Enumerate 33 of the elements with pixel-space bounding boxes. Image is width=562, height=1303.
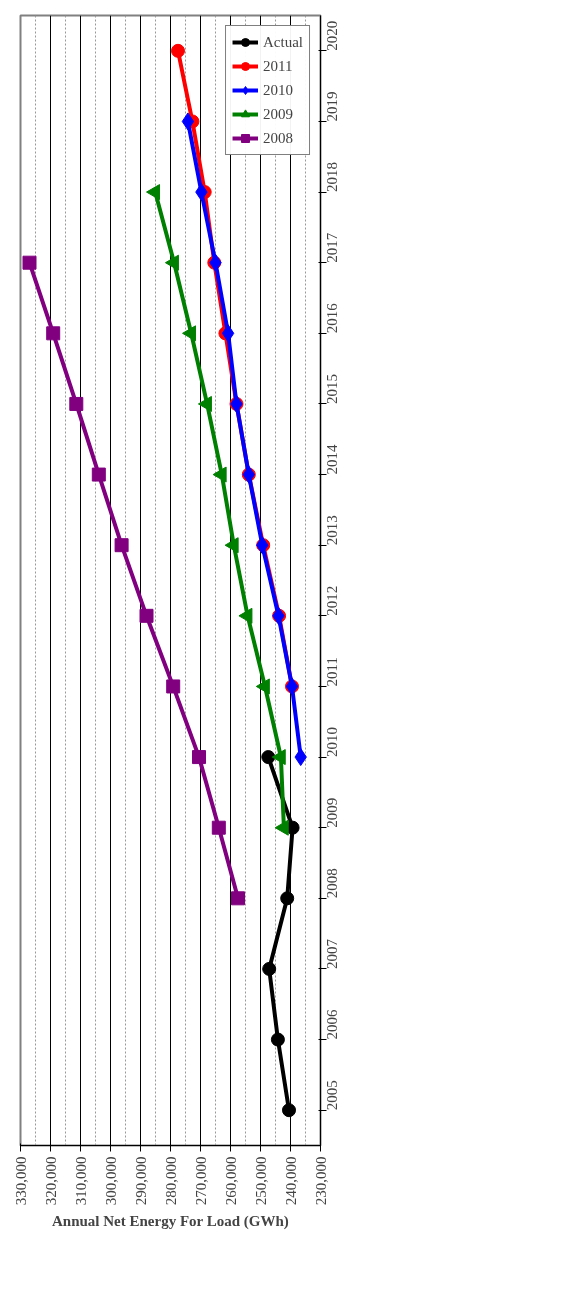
y-tick-label: 2008 bbox=[323, 868, 340, 899]
x-axis-title: Annual Net Energy For Load (GWh) bbox=[51, 1213, 289, 1231]
legend-label: 2009 bbox=[263, 105, 294, 123]
y-tick-label: 2012 bbox=[323, 585, 340, 616]
x-tick-label: 290,000 bbox=[132, 1156, 149, 1206]
y-tick-label: 2007 bbox=[323, 938, 340, 969]
x-tick-label: 270,000 bbox=[192, 1156, 209, 1206]
x-tick-label: 250,000 bbox=[252, 1156, 269, 1206]
x-tick-label: 330,000 bbox=[12, 1156, 29, 1206]
x-tick-label: 230,000 bbox=[312, 1156, 329, 1206]
y-tick-label: 2011 bbox=[323, 656, 340, 687]
y-tick-label: 2018 bbox=[323, 162, 340, 193]
y-tick-label: 2009 bbox=[323, 797, 340, 828]
y-tick-label: 2013 bbox=[323, 515, 340, 546]
x-tick-label: 320,000 bbox=[42, 1156, 59, 1206]
legend-label: 2011 bbox=[263, 57, 293, 75]
x-tick-label: 260,000 bbox=[222, 1156, 239, 1206]
y-tick-label: 2017 bbox=[323, 232, 340, 263]
y-tick-label: 2006 bbox=[323, 1009, 340, 1040]
legend-label: 2008 bbox=[263, 129, 294, 147]
x-tick-label: 280,000 bbox=[162, 1156, 179, 1206]
y-tick-label: 2010 bbox=[323, 727, 340, 758]
y-tick-label: 2019 bbox=[323, 91, 340, 122]
legend-label: 2010 bbox=[263, 81, 294, 99]
y-tick-label: 2005 bbox=[323, 1080, 340, 1111]
x-tick-label: 310,000 bbox=[72, 1156, 89, 1206]
legend-label: Actual bbox=[263, 33, 303, 51]
y-tick-label: 2016 bbox=[323, 302, 340, 334]
y-tick-label: 2014 bbox=[323, 444, 340, 475]
y-tick-label: 2015 bbox=[323, 373, 340, 404]
x-tick-label: 240,000 bbox=[282, 1156, 299, 1206]
y-tick-label: 2020 bbox=[323, 20, 340, 51]
x-tick-label: 300,000 bbox=[102, 1156, 119, 1206]
